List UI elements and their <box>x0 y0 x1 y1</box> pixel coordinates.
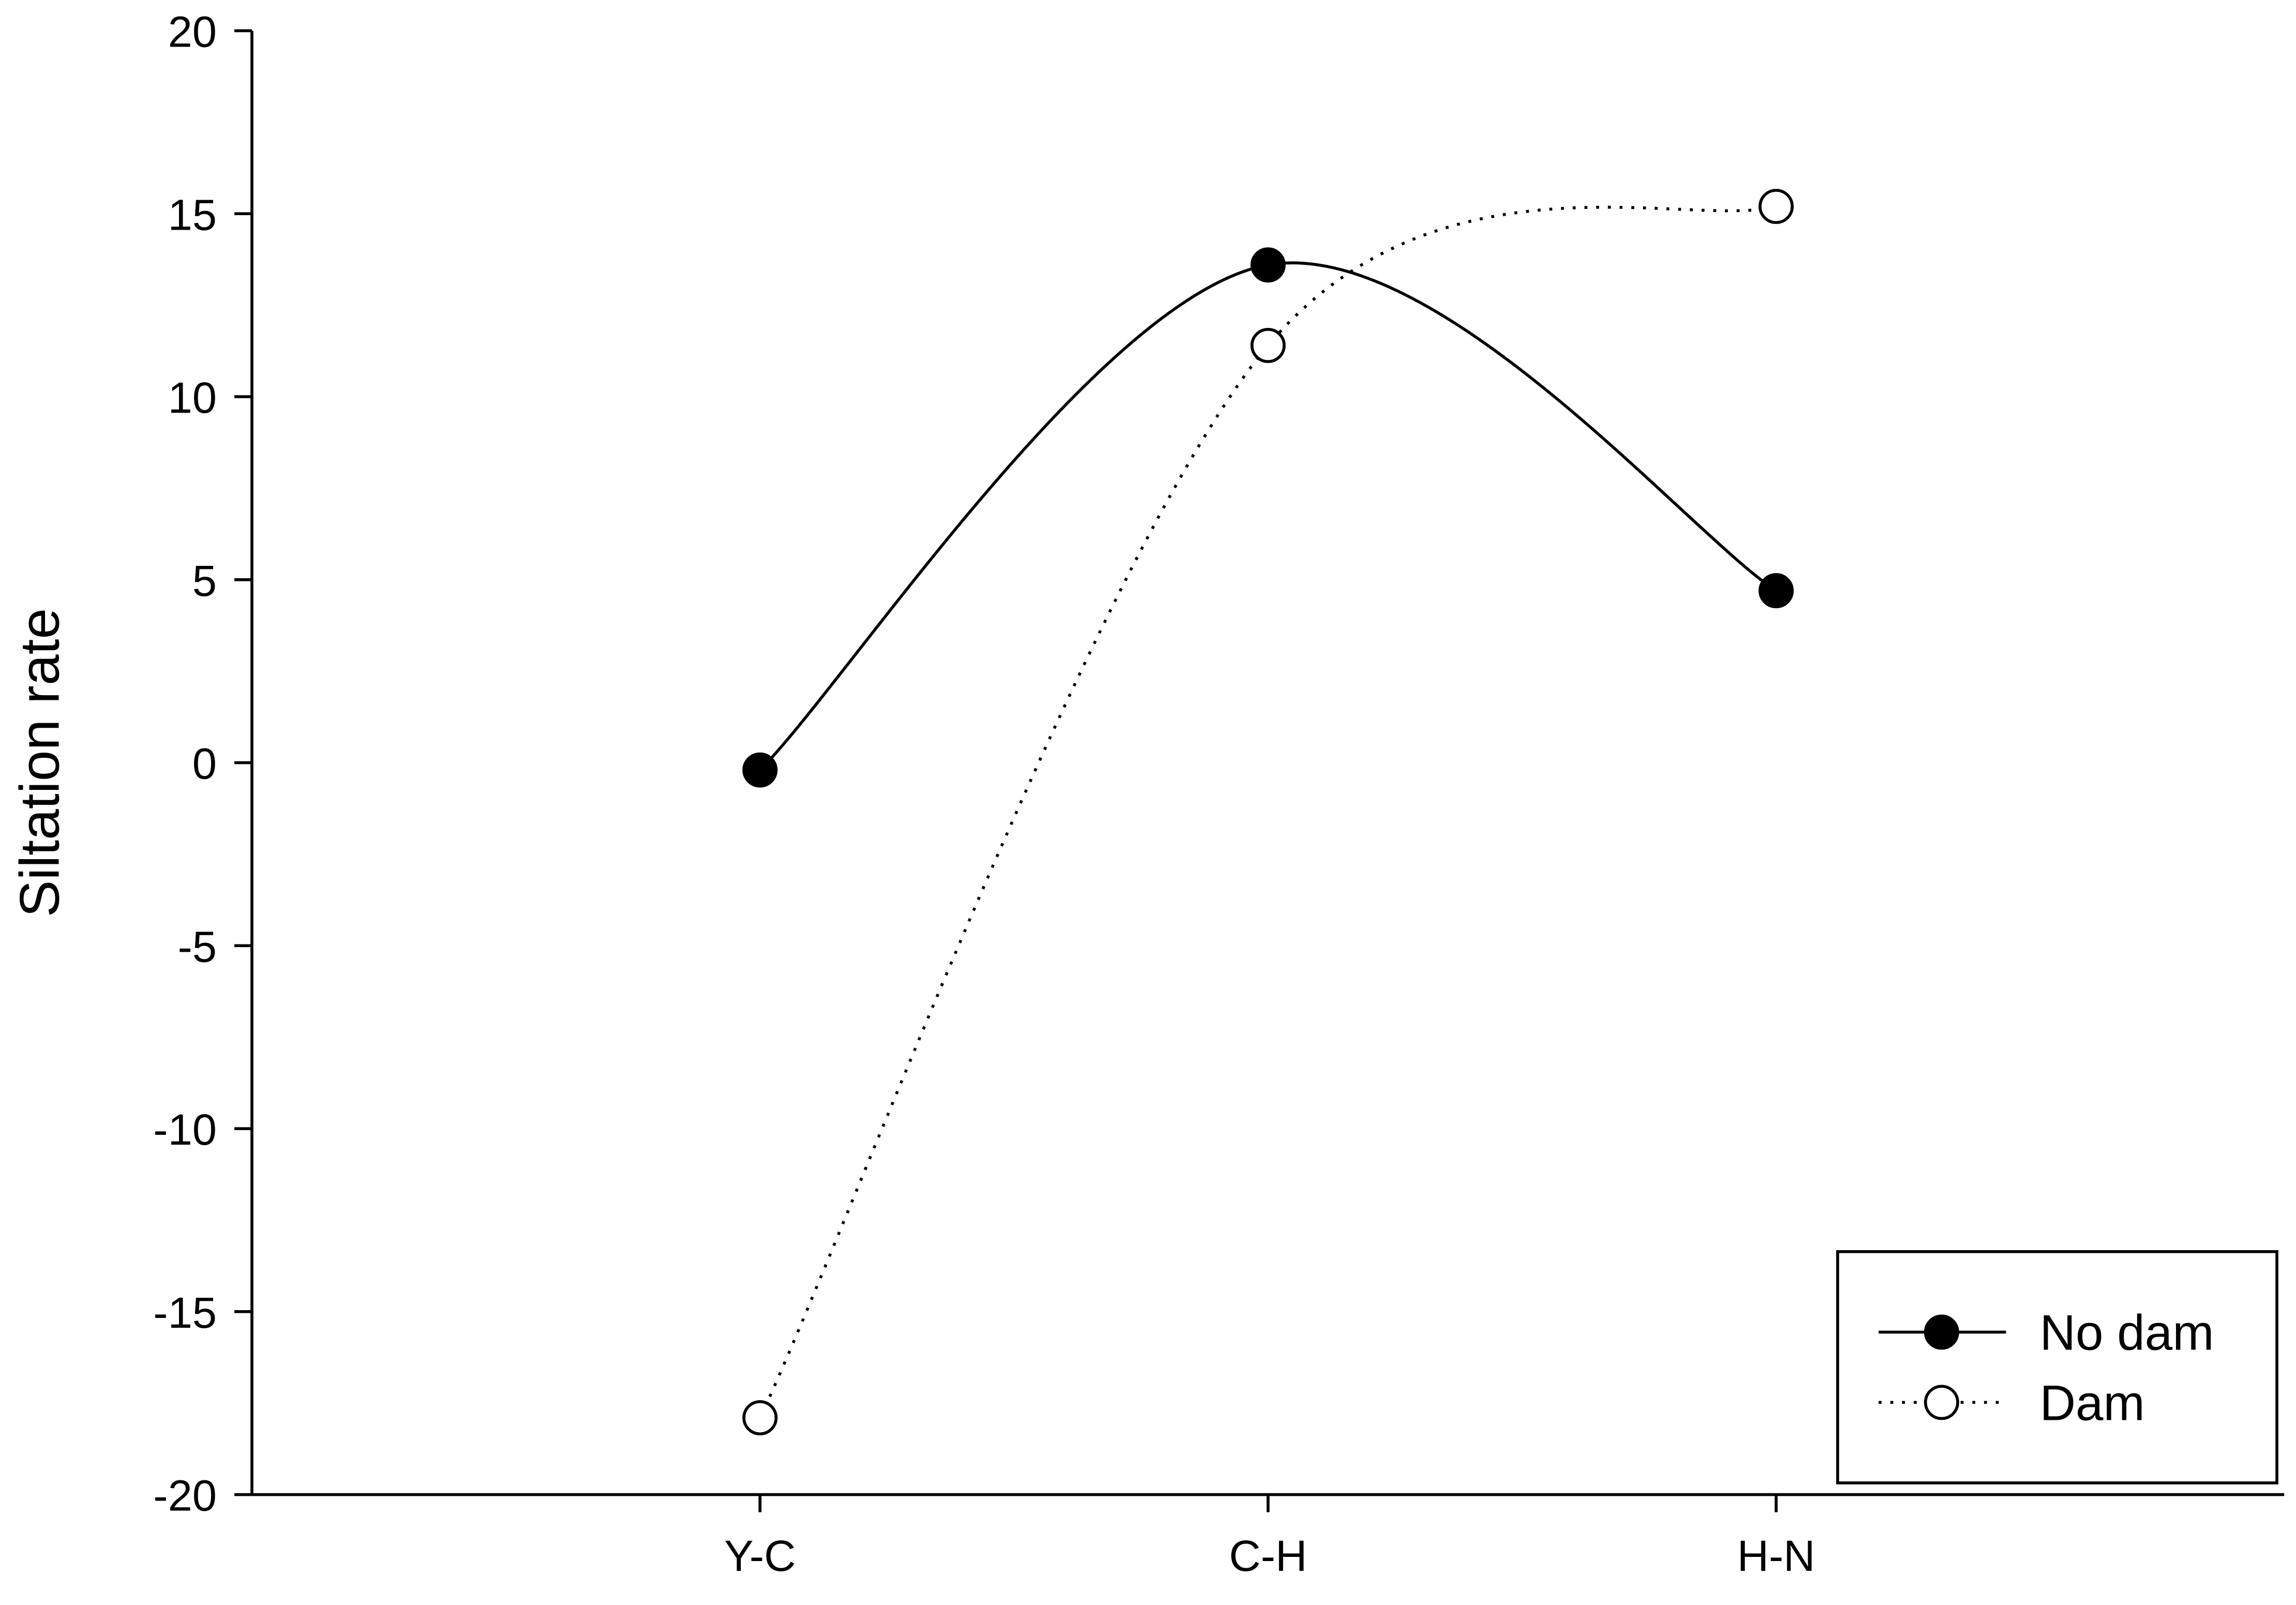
data-point <box>1758 189 1794 224</box>
y-tick-label: 5 <box>192 556 217 605</box>
data-point <box>1250 247 1286 283</box>
y-tick-label: -10 <box>153 1105 217 1154</box>
series-line <box>758 205 1777 1419</box>
y-axis-label: Siltation rate <box>8 608 70 918</box>
x-tick-label: H-N <box>1737 1531 1815 1580</box>
data-point <box>742 752 778 788</box>
legend-label: Dam <box>2040 1375 2145 1431</box>
y-tick-label: 15 <box>168 190 217 239</box>
y-tick-label: -15 <box>153 1288 217 1337</box>
data-point <box>1758 573 1794 608</box>
x-tick-label: C-H <box>1229 1531 1307 1580</box>
legend-label: No dam <box>2040 1305 2214 1360</box>
x-tick-label: Y-C <box>724 1531 796 1580</box>
y-tick-label: 20 <box>168 7 217 56</box>
data-point <box>1250 327 1286 363</box>
y-tick-label: 10 <box>168 373 217 422</box>
y-tick-label: -5 <box>178 922 217 971</box>
y-tick-label: 0 <box>192 739 217 788</box>
legend-marker <box>1924 1314 1959 1350</box>
legend-box <box>1836 1250 2278 1484</box>
y-tick-label: -20 <box>153 1471 217 1520</box>
legend-marker <box>1924 1385 1959 1420</box>
data-point <box>742 1400 778 1435</box>
